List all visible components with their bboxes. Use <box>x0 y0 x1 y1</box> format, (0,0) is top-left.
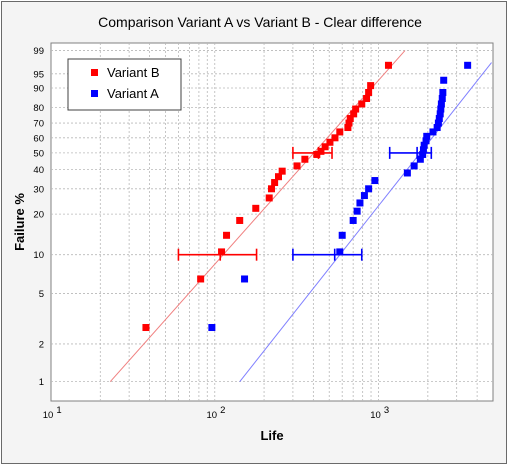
data-point-variant-b <box>345 119 353 127</box>
data-point-variant-b <box>317 147 325 155</box>
data-point-variant-a <box>416 155 424 163</box>
legend-label-variant-a: Variant A <box>107 86 159 101</box>
legend-label-variant-b: Variant B <box>107 65 160 80</box>
data-point-variant-a <box>438 94 446 102</box>
data-point-variant-b <box>301 155 309 163</box>
data-point-variant-a <box>437 105 445 113</box>
y-tick-label: 80 <box>33 103 44 114</box>
data-point-variant-b <box>331 134 339 142</box>
data-point-variant-a <box>410 162 418 170</box>
fit-line-variant-a <box>239 62 492 382</box>
data-point-variant-b <box>218 248 226 256</box>
data-point-variant-a <box>420 141 428 149</box>
data-point-variant-a <box>336 248 344 256</box>
data-point-variant-a <box>419 150 427 158</box>
y-axis-label: Failure % <box>12 193 27 251</box>
data-point-variant-b <box>346 115 354 123</box>
data-point-variant-a <box>437 100 445 108</box>
x-tick-exponent: 2 <box>220 405 225 416</box>
y-tick-label: 10 <box>33 250 44 261</box>
data-point-variant-a <box>422 137 430 145</box>
data-point-variant-a <box>440 76 448 84</box>
data-point-variant-a <box>338 231 346 239</box>
x-tick-label: 10 <box>43 410 54 421</box>
data-point-variant-b <box>365 88 373 96</box>
y-tick-label: 90 <box>33 84 44 95</box>
data-point-variant-b <box>252 204 260 212</box>
data-point-variant-a <box>371 177 379 185</box>
data-point-variant-a <box>353 207 361 215</box>
data-point-variant-b <box>265 194 273 202</box>
data-point-variant-b <box>350 110 358 118</box>
data-points <box>142 61 472 332</box>
y-tick-label: 95 <box>33 69 44 80</box>
data-point-variant-a <box>435 115 443 123</box>
data-point-variant-b <box>384 61 392 69</box>
data-point-variant-b <box>236 216 244 224</box>
data-point-variant-b <box>358 100 366 108</box>
y-tick-label: 99 <box>33 46 44 57</box>
data-point-variant-b <box>271 179 279 187</box>
data-point-variant-a <box>429 128 437 136</box>
data-point-variant-a <box>433 124 441 132</box>
data-point-variant-b <box>367 82 375 90</box>
y-tick-label: 50 <box>33 148 44 159</box>
data-point-variant-b <box>223 231 231 239</box>
data-point-variant-b <box>267 185 275 193</box>
data-point-variant-a <box>436 110 444 118</box>
y-tick-label: 60 <box>33 133 44 144</box>
legend-marker-variant-b <box>91 69 98 76</box>
data-point-variant-a <box>439 88 447 96</box>
data-point-variant-a <box>464 61 472 69</box>
legend-box <box>67 58 182 111</box>
data-point-variant-b <box>293 162 301 170</box>
data-point-variant-a <box>403 169 411 177</box>
x-tick-label: 10 <box>370 410 381 421</box>
data-point-variant-b <box>326 138 334 146</box>
data-point-variant-a <box>423 132 431 140</box>
x-axis-label: Life <box>260 428 283 443</box>
data-point-variant-a <box>365 185 373 193</box>
x-tick-label: 10 <box>206 410 217 421</box>
x-tick-exponent: 1 <box>56 405 61 416</box>
data-point-variant-a <box>360 192 368 200</box>
data-point-variant-a <box>419 146 427 154</box>
data-point-variant-a <box>208 324 216 332</box>
y-tick-label: 30 <box>33 184 44 195</box>
data-point-variant-b <box>336 128 344 136</box>
legend: Variant B Variant A <box>67 58 182 111</box>
data-point-variant-b <box>363 94 371 102</box>
data-point-variant-a <box>349 216 357 224</box>
y-tick-label: 5 <box>39 289 44 300</box>
data-point-variant-b <box>278 167 286 175</box>
y-tick-label: 1 <box>39 377 44 388</box>
data-point-variant-b <box>344 124 352 132</box>
data-point-variant-a <box>241 275 249 283</box>
legend-marker-variant-a <box>91 90 98 97</box>
y-tick-label: 20 <box>33 210 44 221</box>
y-tick-labels: 1 2 5 10 20 30 40 50 60 70 80 90 95 99 <box>33 46 44 388</box>
y-tick-label: 2 <box>39 339 44 350</box>
chart-title: Comparison Variant A vs Variant B - Clea… <box>98 14 422 30</box>
y-tick-label: 40 <box>33 165 44 176</box>
data-point-variant-b <box>321 143 329 151</box>
y-tick-label: 70 <box>33 119 44 130</box>
x-tick-exponent: 3 <box>384 405 389 416</box>
data-point-variant-b <box>142 324 150 332</box>
data-point-variant-a <box>356 199 364 207</box>
x-tick-labels: 10 1 10 2 10 3 <box>43 405 389 421</box>
data-point-variant-b <box>197 275 205 283</box>
data-point-variant-b <box>352 105 360 113</box>
data-point-variant-b <box>313 150 321 158</box>
data-point-variant-b <box>274 173 282 181</box>
data-point-variant-a <box>434 119 442 127</box>
